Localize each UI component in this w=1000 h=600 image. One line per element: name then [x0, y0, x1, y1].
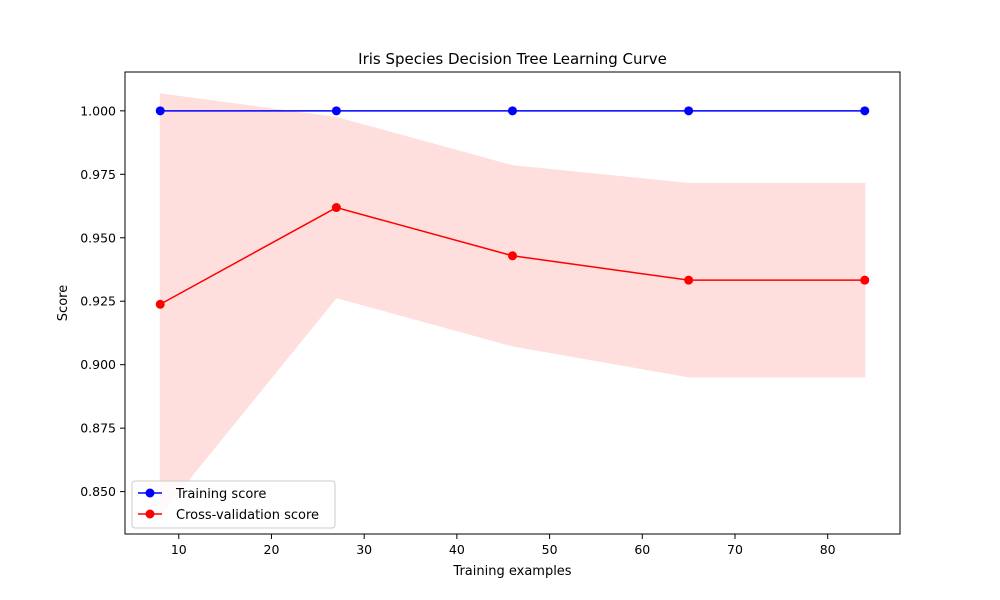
training-score-point [684, 106, 694, 116]
y-tick-label: 1.000 [80, 103, 116, 118]
y-tick-label: 0.900 [80, 357, 116, 372]
x-tick-label: 80 [820, 542, 836, 557]
training-score-point [860, 106, 870, 116]
x-tick-label: 60 [634, 542, 650, 557]
training-score-point [331, 106, 341, 116]
y-tick-label: 0.950 [80, 230, 116, 245]
legend-cv-label: Cross-validation score [176, 508, 319, 523]
y-tick-label: 0.875 [80, 421, 116, 436]
y-tick-label: 0.850 [80, 484, 116, 499]
cv-score-point [155, 299, 165, 309]
cv-score-point [860, 275, 870, 285]
chart-title: Iris Species Decision Tree Learning Curv… [358, 50, 667, 68]
x-tick-label: 70 [727, 542, 743, 557]
x-tick-label: 30 [356, 542, 372, 557]
legend-cv-marker [145, 509, 155, 519]
legend-training-marker [145, 488, 155, 498]
series-lines [155, 106, 870, 309]
x-tick-label: 10 [171, 542, 187, 557]
plot-frame [124, 71, 901, 535]
training-score-point [155, 106, 165, 116]
training-score-point [508, 106, 517, 116]
x-axis-label: Training examples [452, 564, 571, 579]
legend-training-label: Training score [175, 487, 266, 502]
y-tick-label: 0.925 [80, 294, 116, 309]
x-tick-label: 20 [264, 542, 280, 557]
cv-score-point [331, 203, 341, 213]
x-tick-label: 40 [449, 542, 465, 557]
y-axis-label: Score [56, 285, 71, 321]
y-tick-label: 0.975 [80, 167, 116, 182]
x-axis-ticks: 10 20 30 40 50 60 70 80 [171, 534, 836, 557]
confidence-bands [159, 93, 866, 517]
cv-score-point [508, 251, 517, 261]
cv-score-point [684, 275, 694, 285]
legend-box [131, 480, 336, 529]
x-tick-label: 50 [542, 542, 558, 557]
legend: Training score Cross-validation score [131, 480, 336, 529]
y-axis-ticks: 0.850 0.875 0.900 0.925 0.950 0.975 1.000 [80, 103, 125, 499]
cv-score-band [159, 93, 866, 517]
